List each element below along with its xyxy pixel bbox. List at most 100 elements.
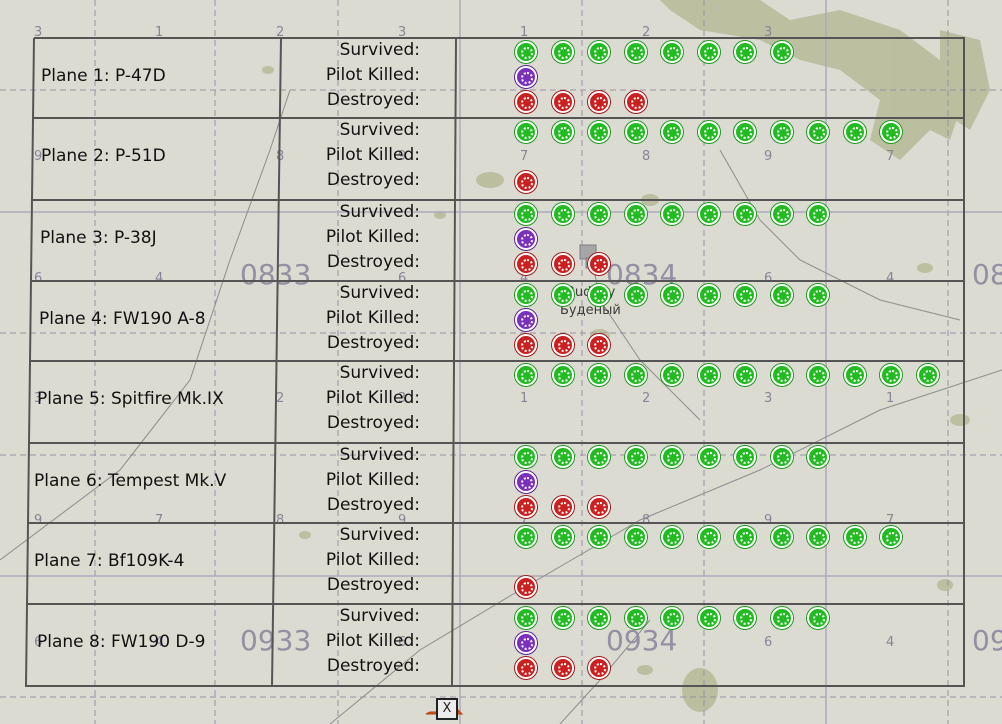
killed-label: Pilot Killed:	[325, 470, 420, 490]
green-survived-roundel-icon	[515, 41, 537, 63]
green-survived-roundel-icon	[880, 121, 902, 143]
green-survived-roundel-icon	[807, 526, 829, 548]
red-destroyed-roundel-icon	[588, 91, 610, 113]
green-survived-roundel-icon	[588, 121, 610, 143]
green-survived-roundel-icon	[697, 203, 720, 225]
survived-label: Survived:	[339, 202, 420, 222]
green-survived-roundel-icon	[734, 41, 756, 63]
plane-row: Plane 4: FW190 A-8 Survived: Pilot Killed:…	[0, 281, 964, 361]
red-destroyed-roundel-icon	[551, 657, 574, 679]
purple-pilot-killed-roundel-icon	[515, 632, 537, 654]
green-survived-roundel-icon	[843, 121, 866, 143]
purple-pilot-killed-roundel-icon	[515, 309, 537, 331]
destroyed-label: Destroyed:	[326, 170, 420, 190]
plane-row: Plane 2: P-51D Survived: Pilot Killed: Dest…	[0, 118, 964, 198]
green-survived-roundel-icon	[588, 446, 610, 468]
green-survived-roundel-icon	[770, 364, 793, 386]
plane-row: Plane 6: Tempest Mk.V Survived: Pilot Kill…	[0, 443, 964, 523]
green-survived-roundel-icon	[807, 203, 829, 225]
plane-name-label: Plane 8: FW190 D-9	[37, 632, 206, 652]
red-destroyed-roundel-icon	[515, 657, 537, 679]
destroyed-label: Destroyed:	[326, 252, 420, 272]
green-survived-roundel-icon	[624, 446, 647, 468]
green-survived-roundel-icon	[624, 121, 647, 143]
green-survived-roundel-icon	[515, 446, 537, 468]
green-survived-roundel-icon	[551, 526, 574, 548]
green-survived-roundel-icon	[515, 121, 537, 143]
airfield-marker-icon[interactable]: X	[436, 698, 458, 720]
green-survived-roundel-icon	[734, 607, 756, 629]
plane-row: Plane 1: P-47D Survived: Pilot Killed: Dest…	[0, 38, 964, 118]
survived-label: Survived:	[339, 445, 420, 465]
survived-label: Survived:	[339, 120, 420, 140]
plane-name-label: Plane 3: P-38J	[40, 228, 157, 248]
green-survived-roundel-icon	[770, 607, 793, 629]
plane-name-label: Plane 6: Tempest Mk.V	[34, 471, 227, 491]
red-destroyed-roundel-icon	[551, 496, 574, 518]
green-survived-roundel-icon	[624, 203, 647, 225]
green-survived-roundel-icon	[770, 203, 793, 225]
killed-label: Pilot Killed:	[325, 145, 420, 165]
green-survived-roundel-icon	[515, 364, 537, 386]
green-survived-roundel-icon	[770, 526, 793, 548]
green-survived-roundel-icon	[807, 446, 829, 468]
green-survived-roundel-icon	[697, 607, 720, 629]
survived-label: Survived:	[339, 606, 420, 626]
green-survived-roundel-icon	[770, 284, 793, 306]
red-destroyed-roundel-icon	[515, 334, 537, 356]
green-survived-roundel-icon	[697, 526, 720, 548]
green-survived-roundel-icon	[624, 41, 647, 63]
square-label: 09	[972, 624, 1002, 657]
purple-pilot-killed-roundel-icon	[515, 471, 537, 493]
red-destroyed-roundel-icon	[515, 171, 537, 193]
green-survived-roundel-icon	[697, 364, 720, 386]
survived-label: Survived:	[339, 40, 420, 60]
green-survived-roundel-icon	[843, 364, 866, 386]
green-survived-roundel-icon	[624, 284, 647, 306]
red-destroyed-roundel-icon	[515, 253, 537, 275]
green-survived-roundel-icon	[661, 446, 683, 468]
plane-name-label: Plane 2: P-51D	[41, 146, 166, 166]
grid-num: 3	[34, 25, 42, 40]
red-destroyed-roundel-icon	[588, 496, 610, 518]
plane-name-label: Plane 4: FW190 A-8	[39, 309, 206, 329]
plane-name-label: Plane 7: Bf109K-4	[34, 551, 185, 571]
plane-row: Plane 7: Bf109K-4 Survived: Pilot Killed: D…	[0, 523, 964, 603]
destroyed-label: Destroyed:	[326, 656, 420, 676]
green-survived-roundel-icon	[551, 607, 574, 629]
green-survived-roundel-icon	[661, 364, 683, 386]
green-survived-roundel-icon	[843, 526, 866, 548]
green-survived-roundel-icon	[588, 526, 610, 548]
killed-label: Pilot Killed:	[325, 65, 420, 85]
green-survived-roundel-icon	[880, 526, 902, 548]
destroyed-label: Destroyed:	[326, 413, 420, 433]
red-destroyed-roundel-icon	[588, 253, 610, 275]
killed-label: Pilot Killed:	[325, 550, 420, 570]
green-survived-roundel-icon	[734, 121, 756, 143]
grid-num: 1	[155, 25, 163, 40]
green-survived-roundel-icon	[624, 607, 647, 629]
green-survived-roundel-icon	[551, 121, 574, 143]
green-survived-roundel-icon	[697, 284, 720, 306]
green-survived-roundel-icon	[551, 284, 574, 306]
purple-pilot-killed-roundel-icon	[515, 66, 537, 88]
green-survived-roundel-icon	[916, 364, 939, 386]
green-survived-roundel-icon	[807, 121, 829, 143]
green-survived-roundel-icon	[551, 203, 574, 225]
red-destroyed-roundel-icon	[588, 657, 610, 679]
green-survived-roundel-icon	[515, 284, 537, 306]
green-survived-roundel-icon	[770, 446, 793, 468]
green-survived-roundel-icon	[588, 203, 610, 225]
green-survived-roundel-icon	[551, 446, 574, 468]
survived-label: Survived:	[339, 283, 420, 303]
green-survived-roundel-icon	[661, 607, 683, 629]
green-survived-roundel-icon	[551, 364, 574, 386]
green-survived-roundel-icon	[734, 446, 756, 468]
green-survived-roundel-icon	[551, 41, 574, 63]
green-survived-roundel-icon	[880, 364, 902, 386]
grid-num: 2	[276, 25, 284, 40]
green-survived-roundel-icon	[661, 41, 683, 63]
survived-label: Survived:	[339, 363, 420, 383]
red-destroyed-roundel-icon	[515, 496, 537, 518]
killed-label: Pilot Killed:	[325, 227, 420, 247]
